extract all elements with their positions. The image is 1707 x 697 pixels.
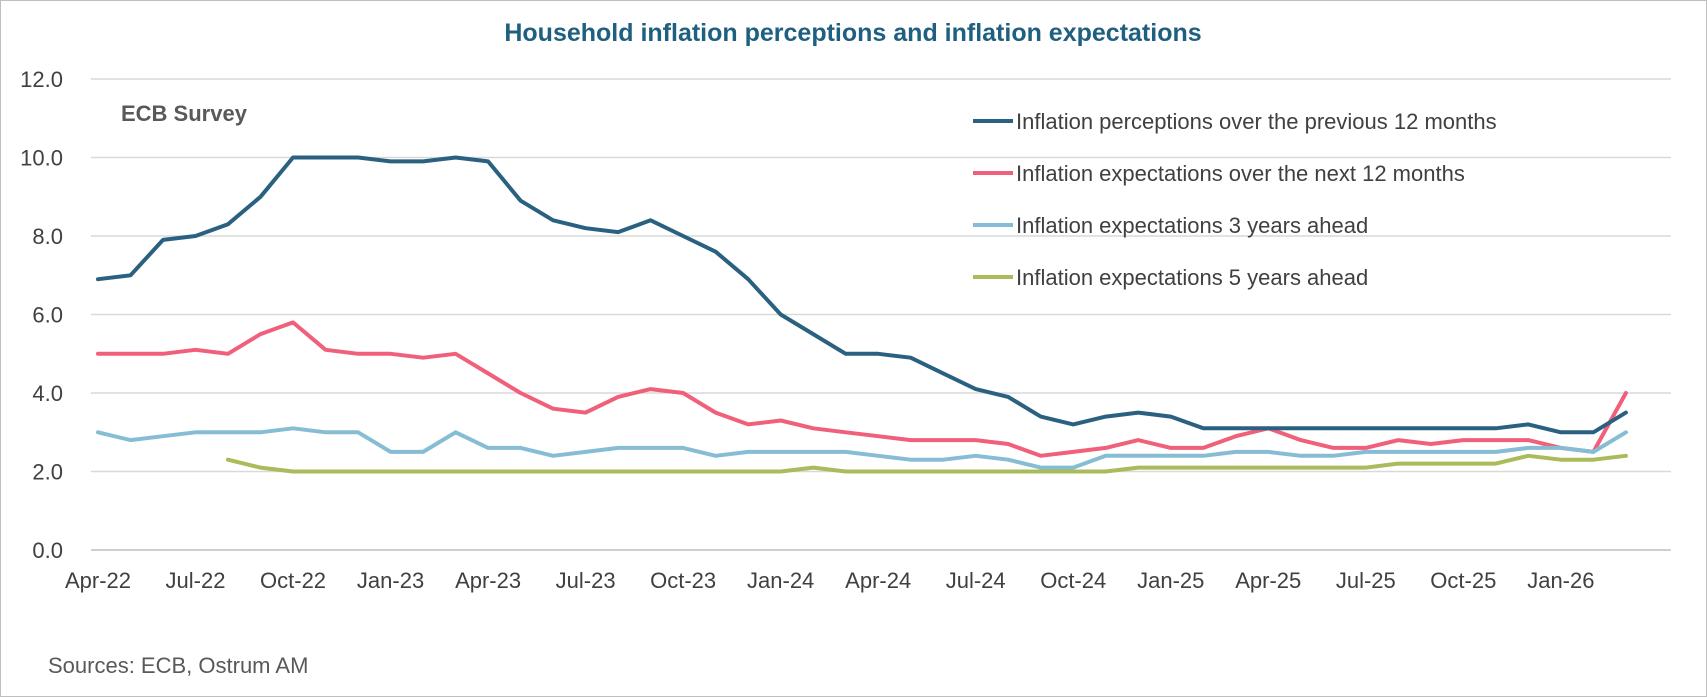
x-tick-label: Jan-25 <box>1137 568 1204 593</box>
x-tick-label: Jan-26 <box>1527 568 1594 593</box>
x-tick-label: Apr-23 <box>455 568 521 593</box>
y-tick-label: 10.0 <box>20 146 63 171</box>
x-tick-label: Apr-25 <box>1235 568 1301 593</box>
y-axis-ticks: 0.0 2.0 4.0 6.0 8.0 10.0 12.0 <box>20 67 63 563</box>
y-tick-label: 12.0 <box>20 67 63 92</box>
chart-title: Household inflation perceptions and infl… <box>504 19 1201 47</box>
x-tick-label: Jul-25 <box>1336 568 1396 593</box>
survey-annotation: ECB Survey <box>121 101 248 126</box>
x-tick-label: Oct-25 <box>1430 568 1496 593</box>
x-tick-label: Apr-22 <box>65 568 131 593</box>
y-tick-label: 8.0 <box>32 224 63 249</box>
x-tick-label: Oct-23 <box>650 568 716 593</box>
source-note: Sources: ECB, Ostrum AM <box>48 653 308 678</box>
legend-label: Inflation expectations 3 years ahead <box>1016 213 1368 238</box>
legend-label: Inflation expectations over the next 12 … <box>1016 161 1465 186</box>
legend-label: Inflation perceptions over the previous … <box>1016 109 1497 134</box>
x-tick-label: Jan-24 <box>747 568 814 593</box>
x-tick-label: Jul-22 <box>166 568 226 593</box>
series-line-1 <box>96 155 1628 435</box>
x-axis-ticks: Apr-22 Jul-22 Oct-22 Jan-23 Apr-23 Jul-23 Oct-… <box>65 568 1595 593</box>
x-tick-label: Apr-24 <box>845 568 911 593</box>
x-tick-label: Jan-23 <box>357 568 424 593</box>
gridlines <box>91 78 1671 551</box>
y-tick-label: 2.0 <box>32 460 63 485</box>
y-tick-label: 6.0 <box>32 303 63 328</box>
x-tick-label: Jul-23 <box>556 568 616 593</box>
x-tick-label: Oct-22 <box>260 568 326 593</box>
y-tick-label: 0.0 <box>32 538 63 563</box>
legend-label: Inflation expectations 5 years ahead <box>1016 265 1368 290</box>
legend: Inflation perceptions over the previous … <box>973 109 1497 290</box>
x-tick-label: Jul-24 <box>946 568 1006 593</box>
series-lines <box>96 155 1628 474</box>
series-line-2 <box>96 320 1628 458</box>
y-tick-label: 4.0 <box>32 381 63 406</box>
x-tick-label: Oct-24 <box>1040 568 1106 593</box>
series-line-3 <box>96 426 1628 470</box>
series-line-4 <box>226 453 1628 474</box>
